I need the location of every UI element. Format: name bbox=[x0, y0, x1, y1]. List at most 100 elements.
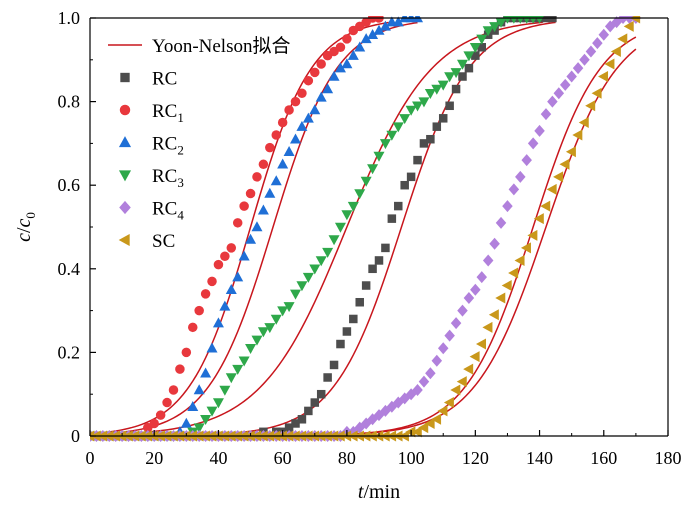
data-point bbox=[604, 58, 615, 70]
data-point bbox=[471, 51, 480, 60]
legend-label-sub: 4 bbox=[177, 208, 184, 223]
data-point bbox=[296, 281, 308, 292]
data-point bbox=[508, 183, 520, 196]
data-point bbox=[456, 59, 468, 70]
data-point bbox=[265, 142, 275, 153]
data-point bbox=[424, 417, 435, 429]
data-point bbox=[200, 367, 212, 378]
x-tick-label: 120 bbox=[462, 448, 489, 468]
data-point bbox=[367, 28, 379, 39]
legend-label: RC4 bbox=[152, 199, 184, 223]
legend-entry-rc1: RC1 bbox=[119, 101, 184, 125]
data-point bbox=[405, 426, 416, 438]
data-point bbox=[425, 367, 436, 380]
data-point bbox=[212, 317, 224, 328]
data-point bbox=[463, 292, 475, 305]
y-tick-label: 0.8 bbox=[58, 92, 81, 112]
legend-label: RC2 bbox=[152, 134, 184, 158]
data-point bbox=[405, 105, 417, 116]
data-point bbox=[309, 104, 321, 115]
data-point bbox=[258, 159, 269, 170]
data-point bbox=[610, 45, 621, 57]
data-point bbox=[245, 343, 257, 354]
data-point bbox=[206, 406, 218, 417]
data-point bbox=[379, 20, 391, 31]
data-point bbox=[257, 204, 269, 215]
data-point bbox=[323, 373, 332, 382]
data-point bbox=[400, 180, 409, 190]
data-point bbox=[251, 335, 263, 346]
data-point bbox=[548, 16, 557, 23]
y-axis-title-den-sub: 0 bbox=[23, 212, 38, 219]
data-point bbox=[283, 146, 295, 157]
axes: 0 20 40 60 80 100 120 140 160 180 0 0.2 0.4 0.6 0.8 1.0 bbox=[58, 8, 682, 468]
y-axis-title-main: c bbox=[13, 233, 35, 242]
legend-fit-label: Yoon-Nelson拟合 bbox=[152, 35, 290, 57]
data-point bbox=[579, 53, 590, 66]
data-point bbox=[302, 272, 314, 283]
data-point bbox=[347, 201, 359, 212]
data-point bbox=[488, 309, 499, 321]
data-point bbox=[251, 221, 263, 232]
data-point bbox=[515, 170, 526, 183]
data-point bbox=[252, 172, 262, 182]
legend-entry-sc: SC bbox=[118, 231, 175, 252]
fit-curve-rc1 bbox=[90, 21, 389, 435]
data-point bbox=[464, 63, 474, 73]
data-point bbox=[264, 323, 276, 334]
data-point bbox=[585, 100, 596, 112]
data-point bbox=[373, 151, 385, 162]
data-point bbox=[406, 172, 416, 182]
data-point bbox=[304, 406, 313, 416]
data-point bbox=[598, 28, 610, 41]
data-point bbox=[206, 342, 218, 353]
data-point bbox=[284, 423, 294, 432]
y-tick-label: 0.2 bbox=[58, 342, 81, 362]
data-point bbox=[547, 95, 558, 108]
x-tick-label: 0 bbox=[86, 448, 95, 468]
legend-label-sub: 2 bbox=[177, 143, 184, 158]
data-point bbox=[334, 62, 346, 73]
data-point bbox=[374, 256, 384, 265]
data-point bbox=[431, 354, 443, 367]
data-point bbox=[181, 347, 192, 358]
y-axis-title: c/c0 bbox=[13, 212, 38, 242]
data-point bbox=[413, 155, 422, 165]
data-point bbox=[482, 321, 493, 333]
data-point bbox=[469, 43, 481, 54]
data-point bbox=[534, 124, 545, 137]
data-point bbox=[470, 283, 481, 296]
data-point bbox=[572, 62, 584, 75]
legend-entry-rc2: RC2 bbox=[118, 134, 184, 158]
data-point bbox=[443, 397, 454, 409]
data-point bbox=[450, 317, 462, 330]
data-point bbox=[495, 17, 507, 28]
data-point bbox=[553, 87, 565, 100]
data-point bbox=[328, 235, 340, 246]
data-point bbox=[162, 397, 172, 408]
data-point bbox=[361, 281, 371, 290]
data-point bbox=[194, 305, 204, 316]
legend-marker bbox=[118, 170, 132, 182]
x-tick-label: 20 bbox=[145, 448, 163, 468]
legend-label-main: SC bbox=[152, 231, 175, 252]
data-point bbox=[226, 243, 237, 253]
data-point bbox=[431, 84, 443, 95]
legend-marker bbox=[119, 200, 131, 215]
data-point bbox=[559, 78, 571, 91]
y-tick-label: 0.6 bbox=[58, 175, 81, 195]
data-point bbox=[418, 422, 429, 434]
legend-label-main: RC bbox=[152, 166, 177, 187]
data-point bbox=[207, 276, 217, 287]
data-point bbox=[578, 117, 589, 128]
data-point bbox=[355, 297, 364, 307]
data-point bbox=[188, 322, 198, 333]
data-point bbox=[193, 384, 205, 395]
legend-label-main: RC bbox=[152, 199, 177, 220]
data-point bbox=[437, 80, 449, 91]
data-point bbox=[419, 139, 429, 148]
legend-label: RC1 bbox=[152, 101, 184, 125]
x-axis-title-var: t bbox=[358, 481, 364, 503]
data-point bbox=[426, 134, 435, 144]
